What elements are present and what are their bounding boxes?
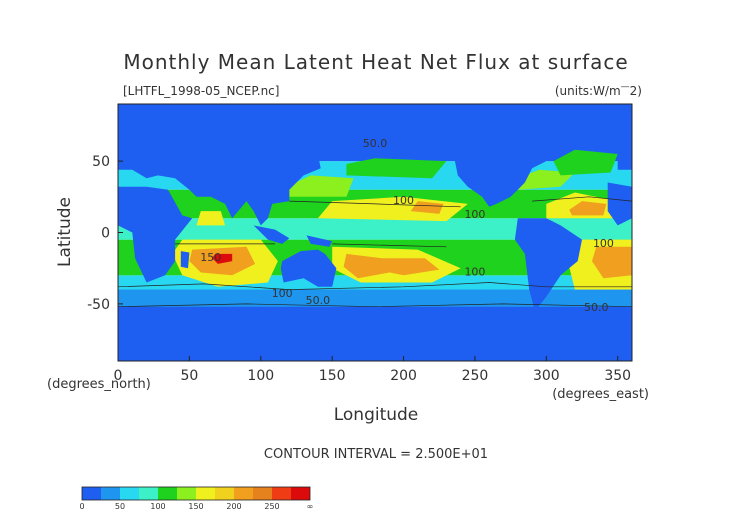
contour-interval-text: CONTOUR INTERVAL = 2.500E+01 (264, 447, 488, 462)
contour-line (532, 196, 632, 202)
continent-africa (607, 182, 632, 226)
x-axis-label: Longitude (334, 405, 419, 425)
colorbar-swatch (272, 487, 291, 500)
southern-ocean-cyan (118, 289, 632, 307)
band-equatorial (118, 218, 632, 240)
y-axis-label: Latitude (55, 197, 75, 267)
contour-label: 50.0 (584, 301, 609, 314)
contour-line (289, 200, 461, 208)
arabian-sea-high (196, 211, 226, 226)
colorbar-swatch (253, 487, 272, 500)
x-tick-label: 300 (533, 368, 560, 384)
y-unit-label: (degrees_north) (47, 377, 151, 392)
south-indian-ocean-max (212, 253, 233, 264)
colorbar-tick-label: 150 (188, 502, 203, 511)
colorbar-swatch (196, 487, 215, 500)
colorbar-tick-label: 50 (115, 502, 125, 511)
colorbar-swatch (234, 487, 253, 500)
continent-australia (280, 249, 337, 287)
x-tick-label: 350 (604, 368, 631, 384)
contour-label: 100 (464, 265, 485, 278)
contour-label: 150 (200, 251, 221, 264)
contour-line (118, 282, 632, 290)
contour-line (118, 303, 632, 308)
continent-europe-asia (118, 124, 375, 226)
contour-label: 50.0 (306, 294, 331, 307)
y-tick-label: 50 (92, 154, 110, 170)
x-axis-ticks: 0 50 100 150 200 250 300 350 (114, 356, 631, 384)
x-tick-label: 0 (114, 368, 123, 384)
colorbar-swatch (215, 487, 234, 500)
continent-new-guinea (306, 235, 333, 247)
colorbar-swatch (82, 487, 101, 500)
colorbar-swatch (139, 487, 158, 500)
continent-indonesia (253, 225, 290, 244)
x-tick-label: 250 (462, 368, 489, 384)
continent-north-america (389, 125, 561, 207)
contour-label: 100 (393, 194, 414, 207)
x-tick-label: 200 (390, 368, 417, 384)
south-pacific-east-orange (375, 258, 440, 276)
colorbar-swatch (291, 487, 310, 500)
continent-africa-east (118, 186, 193, 283)
chart-title: Monthly Mean Latent Heat Net Flux at sur… (123, 50, 628, 74)
colorbar-swatch (158, 487, 177, 500)
colorbar-tick-label: ∞ (307, 502, 314, 511)
colorbar-swatch (101, 487, 120, 500)
colorbar-tick-label: 200 (226, 502, 241, 511)
colorbar: 0 50 100 150 200 250 ∞ (79, 486, 314, 511)
colorbar-swatch (120, 487, 139, 500)
continent-greenland (546, 115, 604, 147)
colorbar-tick-label: 0 (79, 502, 84, 511)
map-plot-area: 100 150 100 50.0 50.0 100 100 100 50.0 (118, 104, 632, 361)
x-tick-label: 50 (180, 368, 198, 384)
colorbar-tick-label: 250 (264, 502, 279, 511)
colorbar-frame (81, 486, 311, 501)
north-pacific-trade-orange (410, 201, 444, 214)
x-tick-label: 100 (247, 368, 274, 384)
contour-label: 100 (593, 237, 614, 250)
contour-line (332, 243, 447, 248)
contour-label: 50.0 (363, 137, 388, 150)
contour-label: 100 (464, 208, 485, 221)
y-tick-label: 0 (101, 226, 110, 242)
continent-europe-west (617, 146, 632, 170)
continent-antarctica (118, 325, 632, 361)
continent-south-america (514, 218, 582, 311)
y-axis-ticks: 50 0 -50 (87, 154, 123, 313)
units-label: (units:W/m—2) (555, 82, 642, 98)
south-atlantic-orange (592, 246, 632, 279)
continent-madagascar (180, 251, 190, 269)
x-unit-label: (degrees_east) (552, 387, 649, 402)
kuroshio-high (289, 175, 354, 197)
contour-label: 100 (272, 287, 293, 300)
north-pacific-mid-green (346, 158, 447, 179)
y-tick-label: -50 (87, 297, 110, 313)
x-tick-label: 150 (319, 368, 346, 384)
colorbar-swatch (177, 487, 196, 500)
north-atlantic-mid-green (553, 149, 618, 176)
file-label: [LHTFL_1998-05_NCEP.nc] (123, 84, 279, 98)
north-atlantic-trade-orange (569, 201, 607, 216)
colorbar-tick-label: 100 (150, 502, 165, 511)
